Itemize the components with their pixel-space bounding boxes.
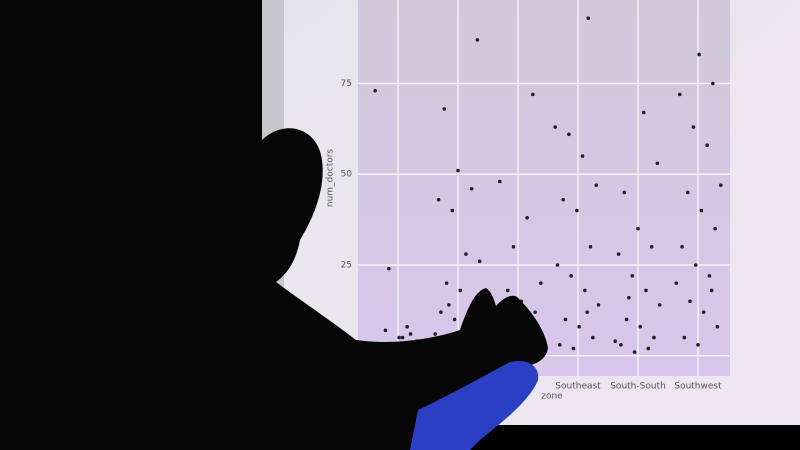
point: [624, 317, 629, 322]
point: [567, 132, 571, 137]
point: [387, 266, 391, 271]
point: [442, 107, 447, 111]
point: [636, 226, 640, 231]
point: [646, 346, 651, 351]
point: [436, 197, 441, 202]
point: [622, 190, 627, 195]
point: [711, 81, 715, 86]
point: [632, 350, 637, 354]
point: [701, 310, 706, 314]
point: [707, 274, 712, 278]
point: [715, 324, 720, 329]
person-silhouette: [0, 0, 548, 450]
point: [452, 317, 457, 322]
y-tick-label: 75: [341, 79, 352, 89]
point: [447, 303, 451, 307]
point: [580, 154, 585, 158]
point: [583, 288, 587, 293]
point: [444, 281, 449, 285]
point: [497, 179, 502, 184]
point: [450, 208, 455, 213]
point: [577, 324, 581, 329]
point: [682, 335, 687, 340]
point: [383, 328, 388, 333]
y-tick-label: 25: [341, 260, 352, 270]
point: [511, 245, 516, 249]
point: [619, 343, 623, 347]
point: [533, 310, 537, 314]
point: [456, 168, 460, 173]
point: [688, 299, 692, 304]
point: [691, 125, 696, 129]
point: [596, 303, 601, 307]
blue-sleeve: [410, 360, 539, 450]
point: [630, 274, 635, 278]
point: [652, 335, 656, 340]
point: [561, 197, 565, 202]
point: [433, 332, 438, 336]
point: [638, 324, 643, 329]
point: [464, 252, 468, 256]
plot-panel: [358, 0, 730, 376]
point: [557, 343, 562, 347]
point: [680, 245, 684, 249]
point: [553, 125, 557, 129]
x-tick-label: Southwest: [674, 382, 722, 392]
point: [674, 281, 679, 285]
point: [655, 161, 660, 166]
body: [0, 0, 548, 450]
point: [569, 274, 573, 278]
point: [408, 332, 413, 336]
point: [555, 263, 560, 267]
point: [697, 52, 701, 57]
point: [469, 186, 474, 191]
point: [397, 335, 401, 340]
y-axis-label: num_doctors: [326, 149, 336, 208]
point: [641, 110, 646, 115]
point: [575, 208, 579, 213]
point: [591, 335, 595, 340]
point: [705, 143, 709, 147]
x-axis-label: zone: [541, 392, 563, 402]
point: [709, 288, 714, 293]
point: [458, 288, 463, 293]
point: [644, 288, 648, 293]
point: [571, 346, 576, 351]
point: [373, 88, 378, 93]
point: [531, 92, 535, 97]
point: [719, 183, 723, 187]
point: [439, 310, 443, 314]
point: [475, 38, 480, 42]
point: [616, 252, 621, 256]
point: [400, 335, 405, 340]
point: [588, 245, 593, 249]
point: [696, 343, 700, 347]
point: [685, 190, 690, 195]
point: [586, 16, 591, 20]
point: [613, 339, 617, 344]
point: [677, 92, 682, 97]
point: [563, 317, 568, 322]
y-tick-label: 50: [341, 170, 353, 180]
point: [477, 259, 482, 264]
point: [649, 245, 654, 249]
point: [699, 208, 704, 213]
point: [713, 226, 717, 231]
x-tick-label: South-South: [610, 382, 666, 392]
point: [525, 216, 529, 220]
x-tick-label: Southeast: [555, 382, 601, 392]
point: [594, 183, 599, 187]
point: [539, 281, 543, 285]
point: [585, 310, 589, 314]
point: [405, 324, 409, 329]
point: [693, 263, 698, 267]
point: [657, 303, 662, 307]
point: [627, 295, 631, 300]
point: [505, 288, 510, 293]
